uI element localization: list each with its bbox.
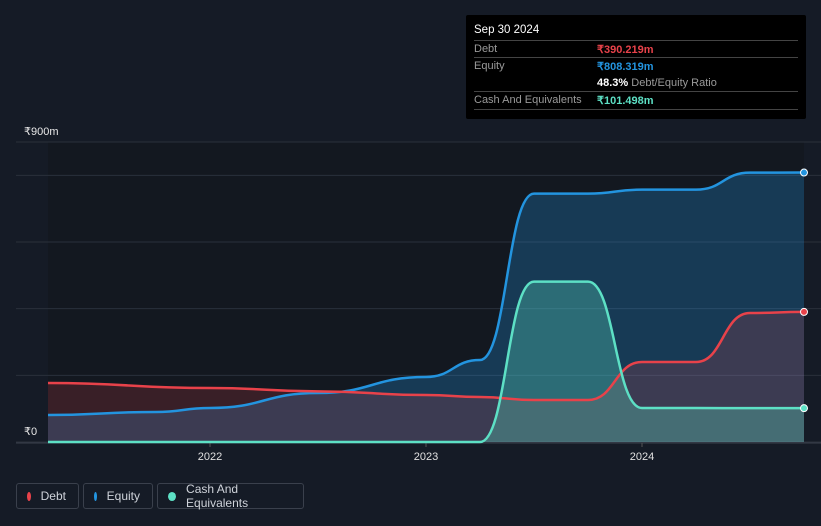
- cash-dot-icon: [168, 491, 177, 501]
- area-debt: [48, 311, 804, 442]
- line-cash-and-equivalents: [48, 280, 804, 444]
- endpoint-equity: [800, 168, 808, 177]
- tooltip-date: Sep 30 2024: [474, 24, 540, 36]
- tooltip-equity-label: Equity: [474, 60, 505, 72]
- legend-equity[interactable]: Equity: [83, 483, 153, 509]
- legend-cash[interactable]: Cash And Equivalents: [157, 482, 304, 510]
- endpoint-cash-and-equivalents: [800, 404, 808, 413]
- line-equity: [47, 171, 805, 417]
- tooltip-debt-row: Debt ₹390.219m: [474, 40, 798, 58]
- tooltip-debt-label: Debt: [474, 43, 498, 55]
- line-debt: [47, 310, 805, 402]
- equity-dot-icon: [94, 491, 97, 501]
- plot-background: [48, 142, 804, 442]
- endpoint-debt: [800, 307, 808, 316]
- y-tick-label-zero: ₹0: [24, 426, 38, 438]
- tooltip-cash-value: ₹101.498m: [597, 95, 654, 107]
- area-cash-and-equivalents: [48, 281, 804, 442]
- area-equity: [48, 172, 804, 442]
- legend-equity-label: Equity: [106, 489, 140, 503]
- y-tick-label-max: ₹900m: [24, 126, 59, 138]
- debt-dot-icon: [27, 491, 31, 501]
- x-tick-label: 2023: [414, 451, 438, 463]
- tooltip: Sep 30 2024 Debt ₹390.219m Equity ₹808.3…: [466, 15, 806, 119]
- legend-debt[interactable]: Debt: [16, 483, 79, 509]
- tooltip-ratio: 48.3% Debt/Equity Ratio: [597, 77, 717, 89]
- tooltip-debt-value: ₹390.219m: [597, 44, 654, 56]
- tooltip-equity-row: Equity ₹808.319m: [474, 57, 798, 75]
- legend-cash-label: Cash And Equivalents: [186, 482, 249, 510]
- legend-debt-label: Debt: [40, 489, 66, 503]
- tooltip-cash-row: Cash And Equivalents ₹101.498m: [474, 91, 798, 110]
- tooltip-cash-label: Cash And Equivalents: [474, 94, 582, 106]
- tooltip-equity-value: ₹808.319m: [597, 61, 654, 73]
- tooltip-ratio-label: Debt/Equity Ratio: [631, 77, 717, 89]
- tooltip-ratio-value: 48.3%: [597, 77, 629, 89]
- x-tick-label: 2022: [198, 451, 222, 463]
- x-tick-label: 2024: [630, 451, 654, 463]
